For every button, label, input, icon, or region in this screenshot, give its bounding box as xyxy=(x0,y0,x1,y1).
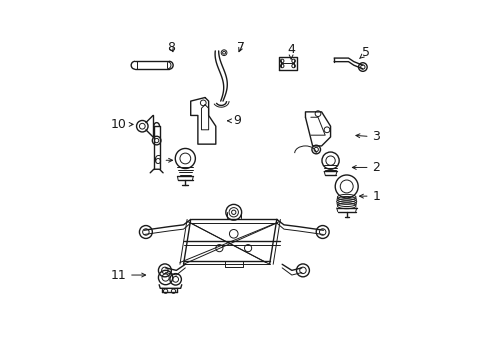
Text: 8: 8 xyxy=(166,41,175,54)
Text: 7: 7 xyxy=(236,41,244,54)
Text: 5: 5 xyxy=(359,46,370,59)
Text: 11: 11 xyxy=(110,269,145,282)
Text: 9: 9 xyxy=(227,114,241,127)
Text: 6: 6 xyxy=(152,154,172,167)
Text: 3: 3 xyxy=(355,130,380,144)
Text: 10: 10 xyxy=(110,118,133,131)
Text: 2: 2 xyxy=(352,161,380,174)
Text: 1: 1 xyxy=(359,190,380,203)
Text: 4: 4 xyxy=(286,42,294,59)
